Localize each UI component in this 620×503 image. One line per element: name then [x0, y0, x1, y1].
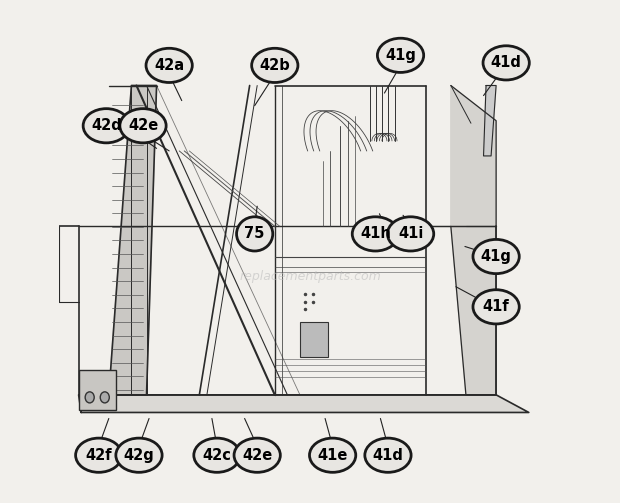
Ellipse shape — [473, 290, 519, 324]
Polygon shape — [108, 86, 157, 395]
Text: 42a: 42a — [154, 58, 184, 73]
Text: 42c: 42c — [203, 448, 231, 463]
Ellipse shape — [309, 438, 356, 472]
Text: 42e: 42e — [242, 448, 272, 463]
Ellipse shape — [116, 438, 162, 472]
Ellipse shape — [120, 109, 166, 143]
Text: 41d: 41d — [491, 55, 521, 70]
Text: 41f: 41f — [483, 299, 510, 314]
Ellipse shape — [378, 38, 423, 72]
Text: 41d: 41d — [373, 448, 404, 463]
Text: 42e: 42e — [128, 118, 158, 133]
Text: 42f: 42f — [86, 448, 112, 463]
Ellipse shape — [76, 438, 122, 472]
Ellipse shape — [483, 46, 529, 80]
Text: 41g: 41g — [480, 249, 511, 264]
Ellipse shape — [100, 392, 109, 403]
Text: 42g: 42g — [123, 448, 154, 463]
Ellipse shape — [237, 217, 273, 251]
Text: 41i: 41i — [398, 226, 423, 241]
Ellipse shape — [234, 438, 280, 472]
Text: 41h: 41h — [360, 226, 391, 241]
Text: 41e: 41e — [317, 448, 348, 463]
Ellipse shape — [473, 239, 519, 274]
Polygon shape — [79, 395, 529, 412]
Ellipse shape — [365, 438, 411, 472]
Ellipse shape — [146, 48, 192, 82]
Ellipse shape — [252, 48, 298, 82]
Ellipse shape — [85, 392, 94, 403]
Text: 42b: 42b — [259, 58, 290, 73]
Text: 42d: 42d — [91, 118, 122, 133]
Ellipse shape — [194, 438, 240, 472]
FancyBboxPatch shape — [300, 322, 327, 357]
Ellipse shape — [352, 217, 399, 251]
Ellipse shape — [388, 217, 434, 251]
Ellipse shape — [83, 109, 130, 143]
Text: replacementparts.com: replacementparts.com — [239, 270, 381, 283]
Text: 41g: 41g — [385, 48, 416, 63]
Text: 75: 75 — [244, 226, 265, 241]
Polygon shape — [451, 86, 496, 395]
Polygon shape — [484, 86, 496, 156]
FancyBboxPatch shape — [79, 370, 117, 410]
